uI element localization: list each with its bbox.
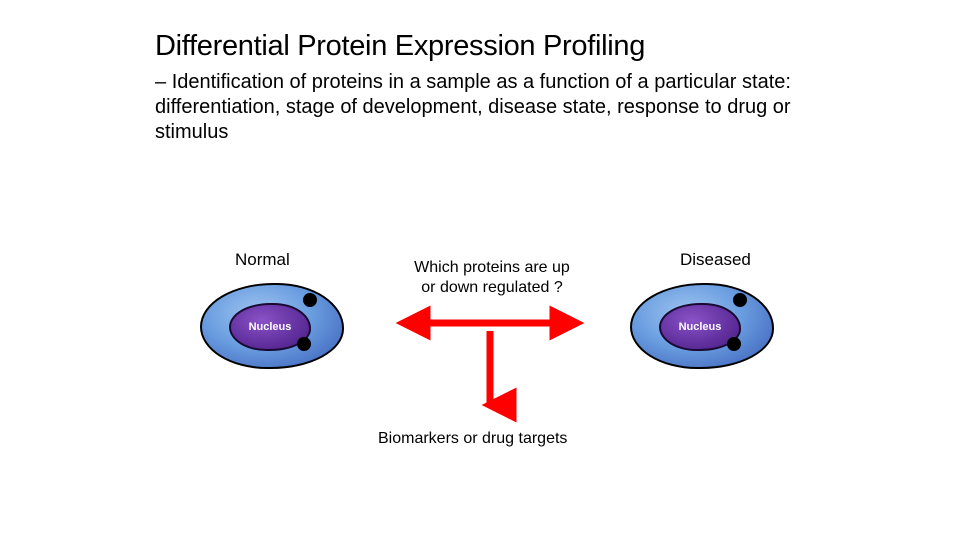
arrows-svg [380, 305, 600, 425]
diseased-label: Diseased [680, 250, 751, 270]
biomarkers-label: Biomarkers or drug targets [378, 430, 567, 448]
organelle-dot [297, 337, 311, 351]
definition-text: – Identification of proteins in a sample… [155, 70, 795, 145]
nucleus-label: Nucleus [249, 321, 292, 333]
normal-cell-illustration: Nucleus [195, 275, 345, 370]
nucleus-label: Nucleus [679, 321, 722, 333]
slide: Differential Protein Expression Profilin… [0, 0, 960, 540]
question-line-2: or down regulated ? [421, 279, 562, 296]
definition-body: Identification of proteins in a sample a… [155, 71, 791, 143]
comparison-question: Which proteins are up or down regulated … [402, 258, 582, 298]
organelle-dot [733, 293, 747, 307]
organelle-dot [303, 293, 317, 307]
organelle-dot [727, 337, 741, 351]
definition-dash: – [155, 71, 172, 93]
normal-label: Normal [235, 250, 290, 270]
slide-title: Differential Protein Expression Profilin… [155, 30, 645, 63]
diseased-cell-illustration: Nucleus [625, 275, 775, 370]
diagram-area: Normal Diseased Which proteins are up or… [0, 250, 960, 510]
question-line-1: Which proteins are up [414, 259, 570, 276]
